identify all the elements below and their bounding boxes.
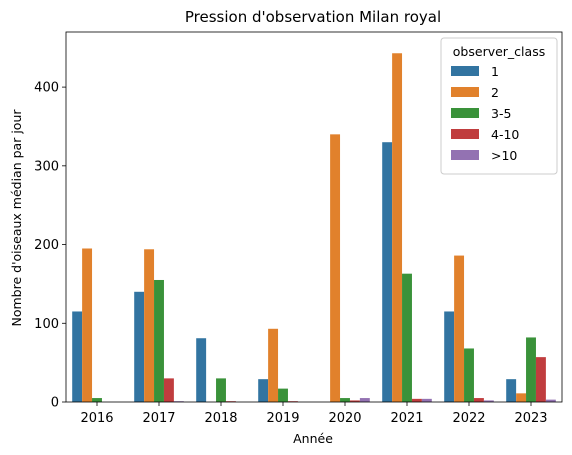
x-tick-label: 2023 <box>514 411 547 426</box>
y-tick-label: 0 <box>51 396 59 411</box>
y-tick-label: 200 <box>34 238 59 253</box>
legend: observer_class 1 2 3-5 4-10 >10 <box>440 37 558 175</box>
bars-group <box>72 53 556 402</box>
legend-items: 1 2 3-5 4-10 >10 <box>451 64 519 163</box>
x-tick-label: 2020 <box>328 411 361 426</box>
legend-label: 1 <box>491 64 499 79</box>
legend-swatch <box>451 129 479 139</box>
bar-2019-series-3 <box>278 388 288 402</box>
bar-2016-series-1 <box>72 311 83 402</box>
bar-2023-series-2 <box>516 393 527 402</box>
bar-2022-series-5 <box>483 400 494 402</box>
bar-2021-series-4 <box>411 398 422 402</box>
x-tick-label: 2018 <box>204 411 237 426</box>
y-tick-label: 300 <box>34 159 59 174</box>
bar-2021-series-3 <box>402 273 412 402</box>
x-axis-label: Année <box>293 431 333 446</box>
bar-2019-series-2 <box>268 328 279 402</box>
bar-2021-series-1 <box>382 142 393 402</box>
bar-2017-series-3 <box>154 279 164 402</box>
bar-2023-series-1 <box>506 379 517 402</box>
bar-2018-series-3 <box>216 378 226 402</box>
x-tick-label: 2022 <box>452 411 485 426</box>
bar-2021-series-5 <box>421 398 432 402</box>
bar-2018-series-1 <box>196 338 207 402</box>
bar-2023-series-5 <box>545 399 556 402</box>
bar-2020-series-4 <box>349 400 360 402</box>
axes-group: 0 100 200 300 400 2016 2017 2018 2019 2020 2021 202… <box>34 31 563 426</box>
bar-2022-series-3 <box>464 348 474 402</box>
bar-2023-series-4 <box>535 357 546 402</box>
x-tick-label: 2021 <box>390 411 423 426</box>
legend-swatch <box>451 87 479 97</box>
y-tick-label: 400 <box>34 81 59 96</box>
bar-2017-series-1 <box>134 291 145 402</box>
legend-swatch <box>451 108 479 118</box>
y-axis-label: Nombre d'oiseaux médian par jour <box>9 109 24 327</box>
plot-frame <box>65 31 563 403</box>
x-tick-label: 2019 <box>266 411 299 426</box>
bar-2023-series-3 <box>526 337 536 402</box>
bar-2021-series-2 <box>392 53 403 402</box>
bar-2017-series-4 <box>163 378 174 402</box>
bar-2020-series-5 <box>359 398 370 402</box>
bar-2022-series-4 <box>473 398 484 402</box>
bar-2022-series-1 <box>444 311 455 402</box>
bar-2020-series-2 <box>330 134 341 402</box>
legend-label: 4-10 <box>491 127 519 142</box>
bar-2017-series-2 <box>144 249 155 402</box>
bar-2022-series-2 <box>454 255 465 402</box>
y-tick-label: 100 <box>34 317 59 332</box>
bar-2019-series-1 <box>258 379 269 402</box>
bar-2020-series-3 <box>340 398 350 402</box>
x-tick-label: 2017 <box>142 411 175 426</box>
x-tick-label: 2016 <box>80 411 113 426</box>
legend-label: 3-5 <box>491 106 511 121</box>
chart-title: Pression d'observation Milan royal <box>185 8 441 26</box>
legend-swatch <box>451 150 479 160</box>
legend-label: 2 <box>491 85 499 100</box>
legend-swatch <box>451 66 479 76</box>
bar-2016-series-2 <box>82 248 93 402</box>
legend-label: >10 <box>491 148 517 163</box>
bar-2016-series-3 <box>92 398 102 402</box>
legend-title: observer_class <box>453 44 545 59</box>
